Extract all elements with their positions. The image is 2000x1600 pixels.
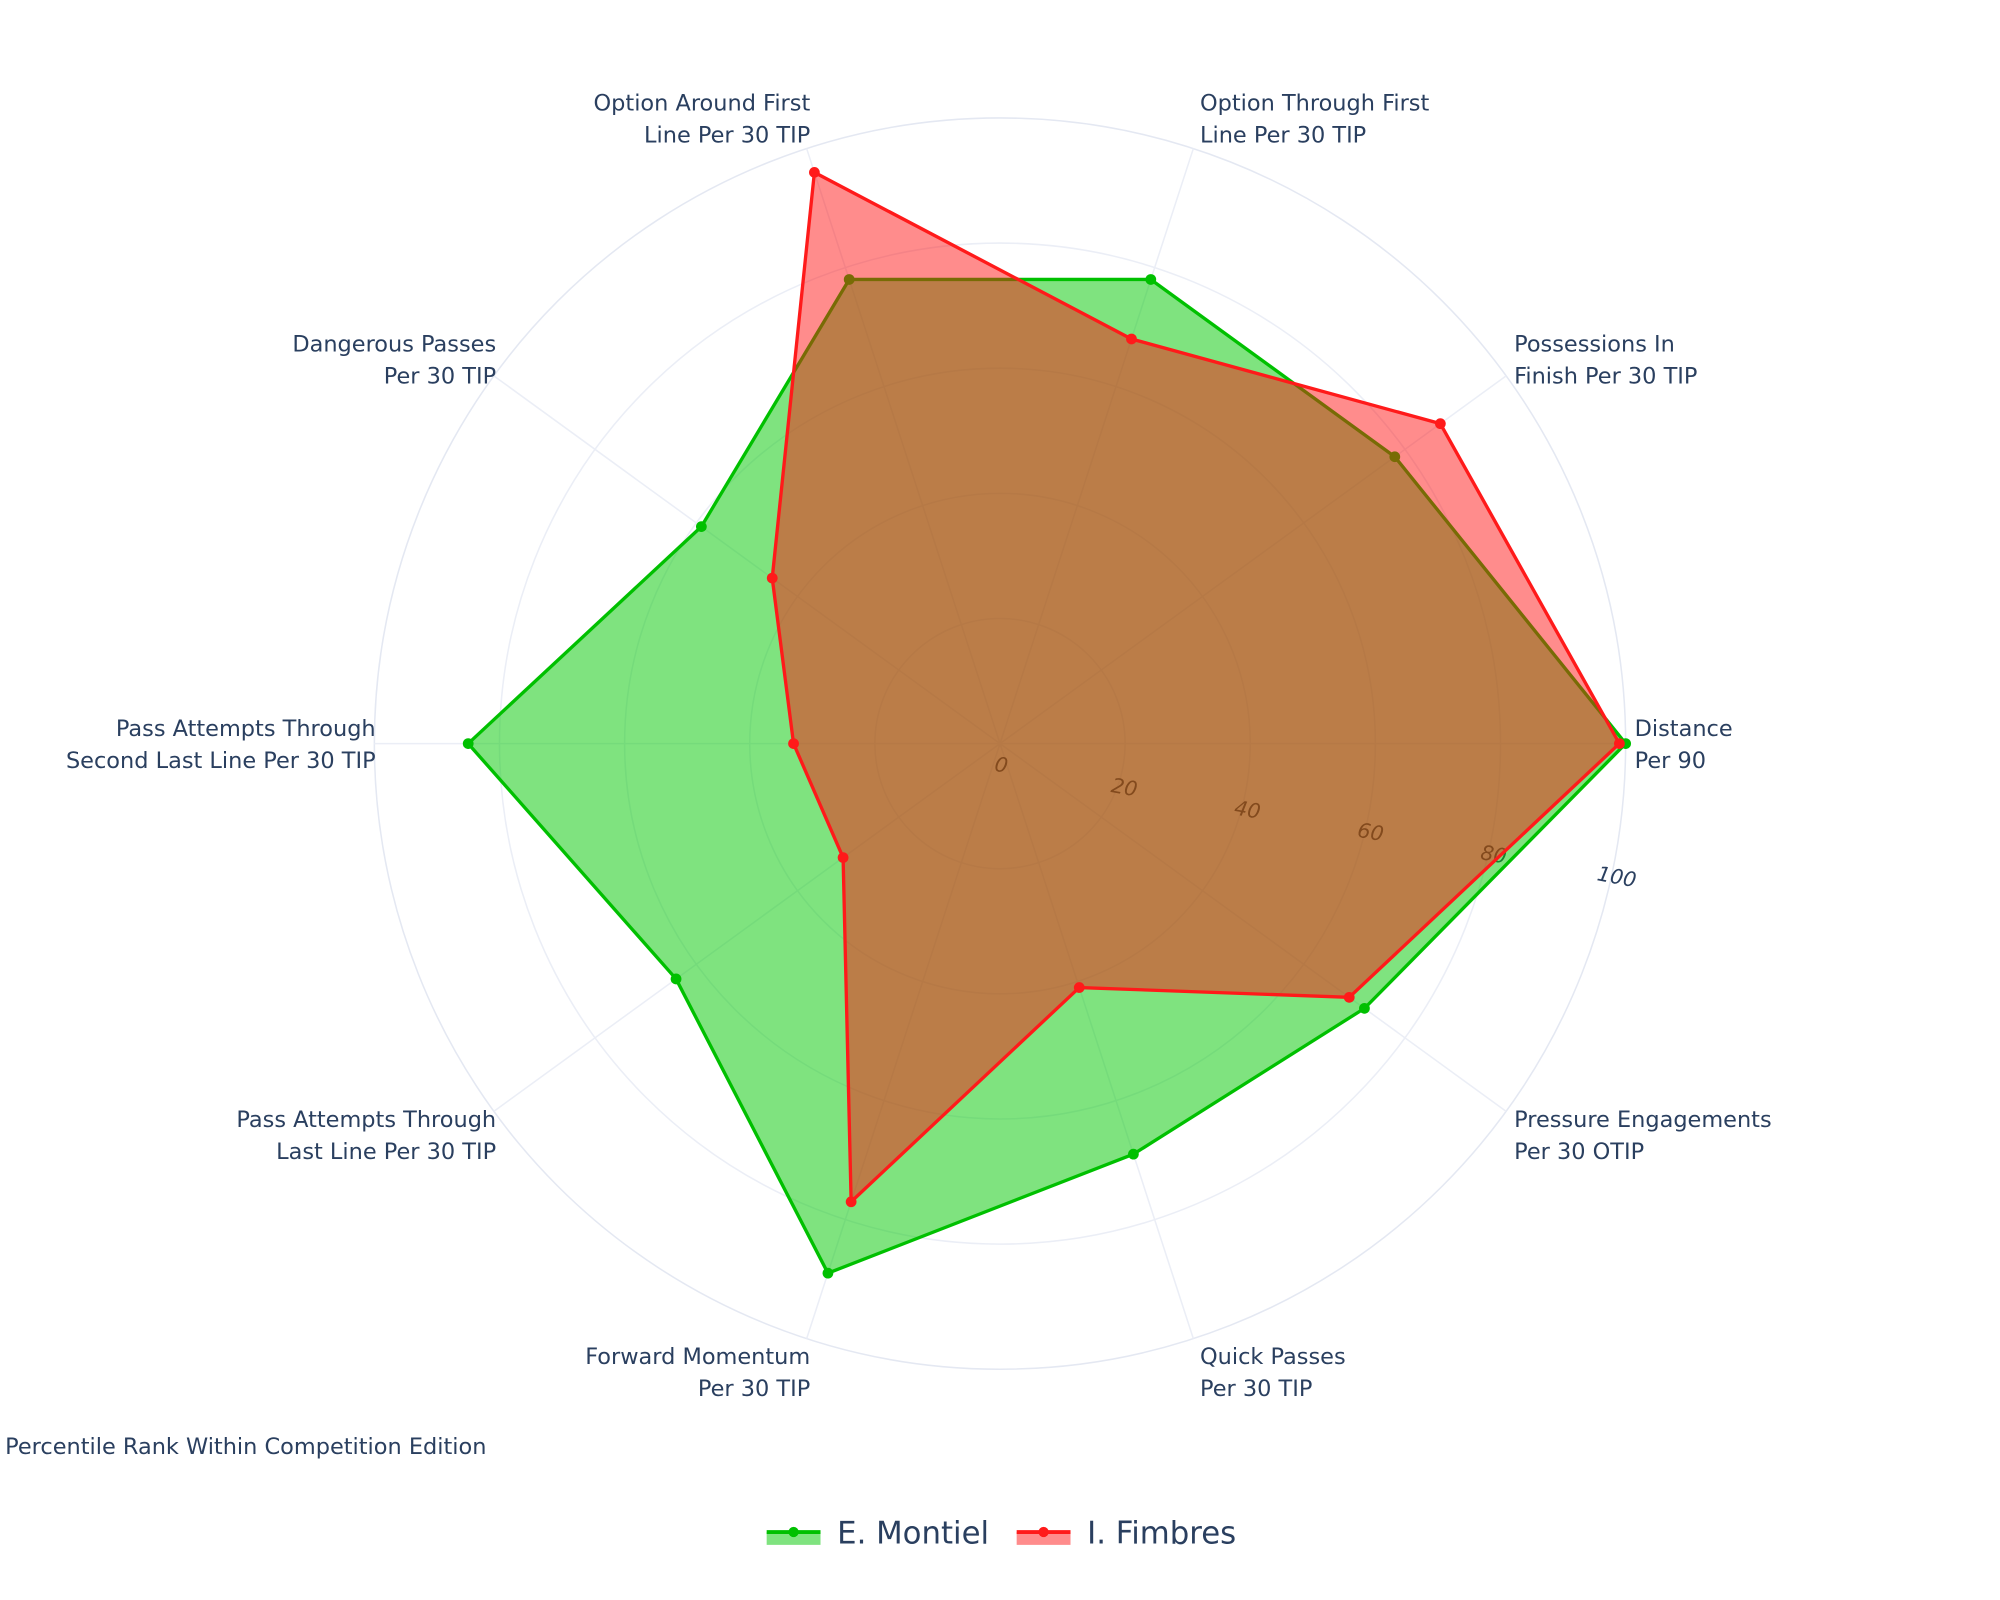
axis-label: Last Line Per 30 TIP [276, 1139, 496, 1165]
data-point[interactable] [788, 738, 799, 749]
legend-item[interactable]: I. Fimbres [1016, 1516, 1237, 1552]
data-point[interactable] [1145, 274, 1157, 285]
legend-label: E. Montiel [837, 1516, 989, 1552]
legend: E. Montiel I. Fimbres [766, 1516, 1237, 1552]
legend-item[interactable]: E. Montiel [766, 1516, 989, 1552]
data-point[interactable] [695, 521, 707, 533]
axis-label: Pass Attempts Through [116, 716, 376, 742]
traces [462, 166, 1632, 1279]
legend-label: I. Fimbres [1087, 1516, 1236, 1552]
data-point[interactable] [1343, 991, 1355, 1003]
legend-marker [1038, 1526, 1049, 1538]
data-point[interactable] [809, 166, 820, 178]
axis-label: Forward Momentum [585, 1344, 810, 1370]
axis-label: Pressure Engagements [1514, 1107, 1772, 1133]
axis-label: Per 90 [1635, 748, 1706, 774]
axis-label: Distance [1635, 716, 1733, 742]
axis-label: Per 30 TIP [384, 363, 496, 389]
axis-label: Per 30 TIP [698, 1376, 810, 1402]
data-point[interactable] [462, 738, 474, 749]
series-fill [772, 172, 1620, 1202]
data-point[interactable] [843, 274, 855, 285]
legend-marker [788, 1526, 799, 1538]
data-point[interactable] [766, 572, 778, 584]
angular-axis-labels: Distance Per 90 Possessions In Finish Per 3… [66, 90, 1772, 1402]
axis-label: Pass Attempts Through [236, 1107, 496, 1133]
axis-label: Quick Passes [1200, 1344, 1346, 1370]
data-point[interactable] [822, 1267, 834, 1279]
axis-label: Line Per 30 TIP [1200, 122, 1366, 148]
chart-caption: Percentile Rank Within Competition Editi… [5, 1434, 486, 1460]
data-point[interactable] [837, 852, 849, 863]
axis-label: Line Per 30 TIP [644, 122, 810, 148]
data-point[interactable] [1389, 451, 1401, 463]
data-point[interactable] [845, 1196, 857, 1208]
legend-swatch [1016, 1532, 1071, 1545]
data-point[interactable] [1126, 333, 1137, 345]
axis-label: Option Around First [594, 90, 811, 116]
axis-label: Finish Per 30 TIP [1514, 363, 1697, 389]
radial-tick-label: 100 [1595, 861, 1638, 892]
axis-label: Option Through First [1200, 90, 1429, 116]
data-point[interactable] [670, 973, 682, 985]
data-point[interactable] [1128, 1148, 1139, 1160]
data-point[interactable] [1359, 1002, 1370, 1014]
data-point[interactable] [1614, 738, 1625, 749]
axis-label: Dangerous Passes [292, 331, 496, 357]
data-point[interactable] [1073, 982, 1085, 993]
axis-label: Second Last Line Per 30 TIP [66, 748, 376, 774]
legend-swatch [766, 1532, 821, 1545]
axis-label: Per 30 OTIP [1514, 1139, 1644, 1165]
axis-label: Per 30 TIP [1200, 1376, 1312, 1402]
data-point[interactable] [1434, 418, 1446, 430]
axis-label: Possessions In [1514, 331, 1675, 357]
